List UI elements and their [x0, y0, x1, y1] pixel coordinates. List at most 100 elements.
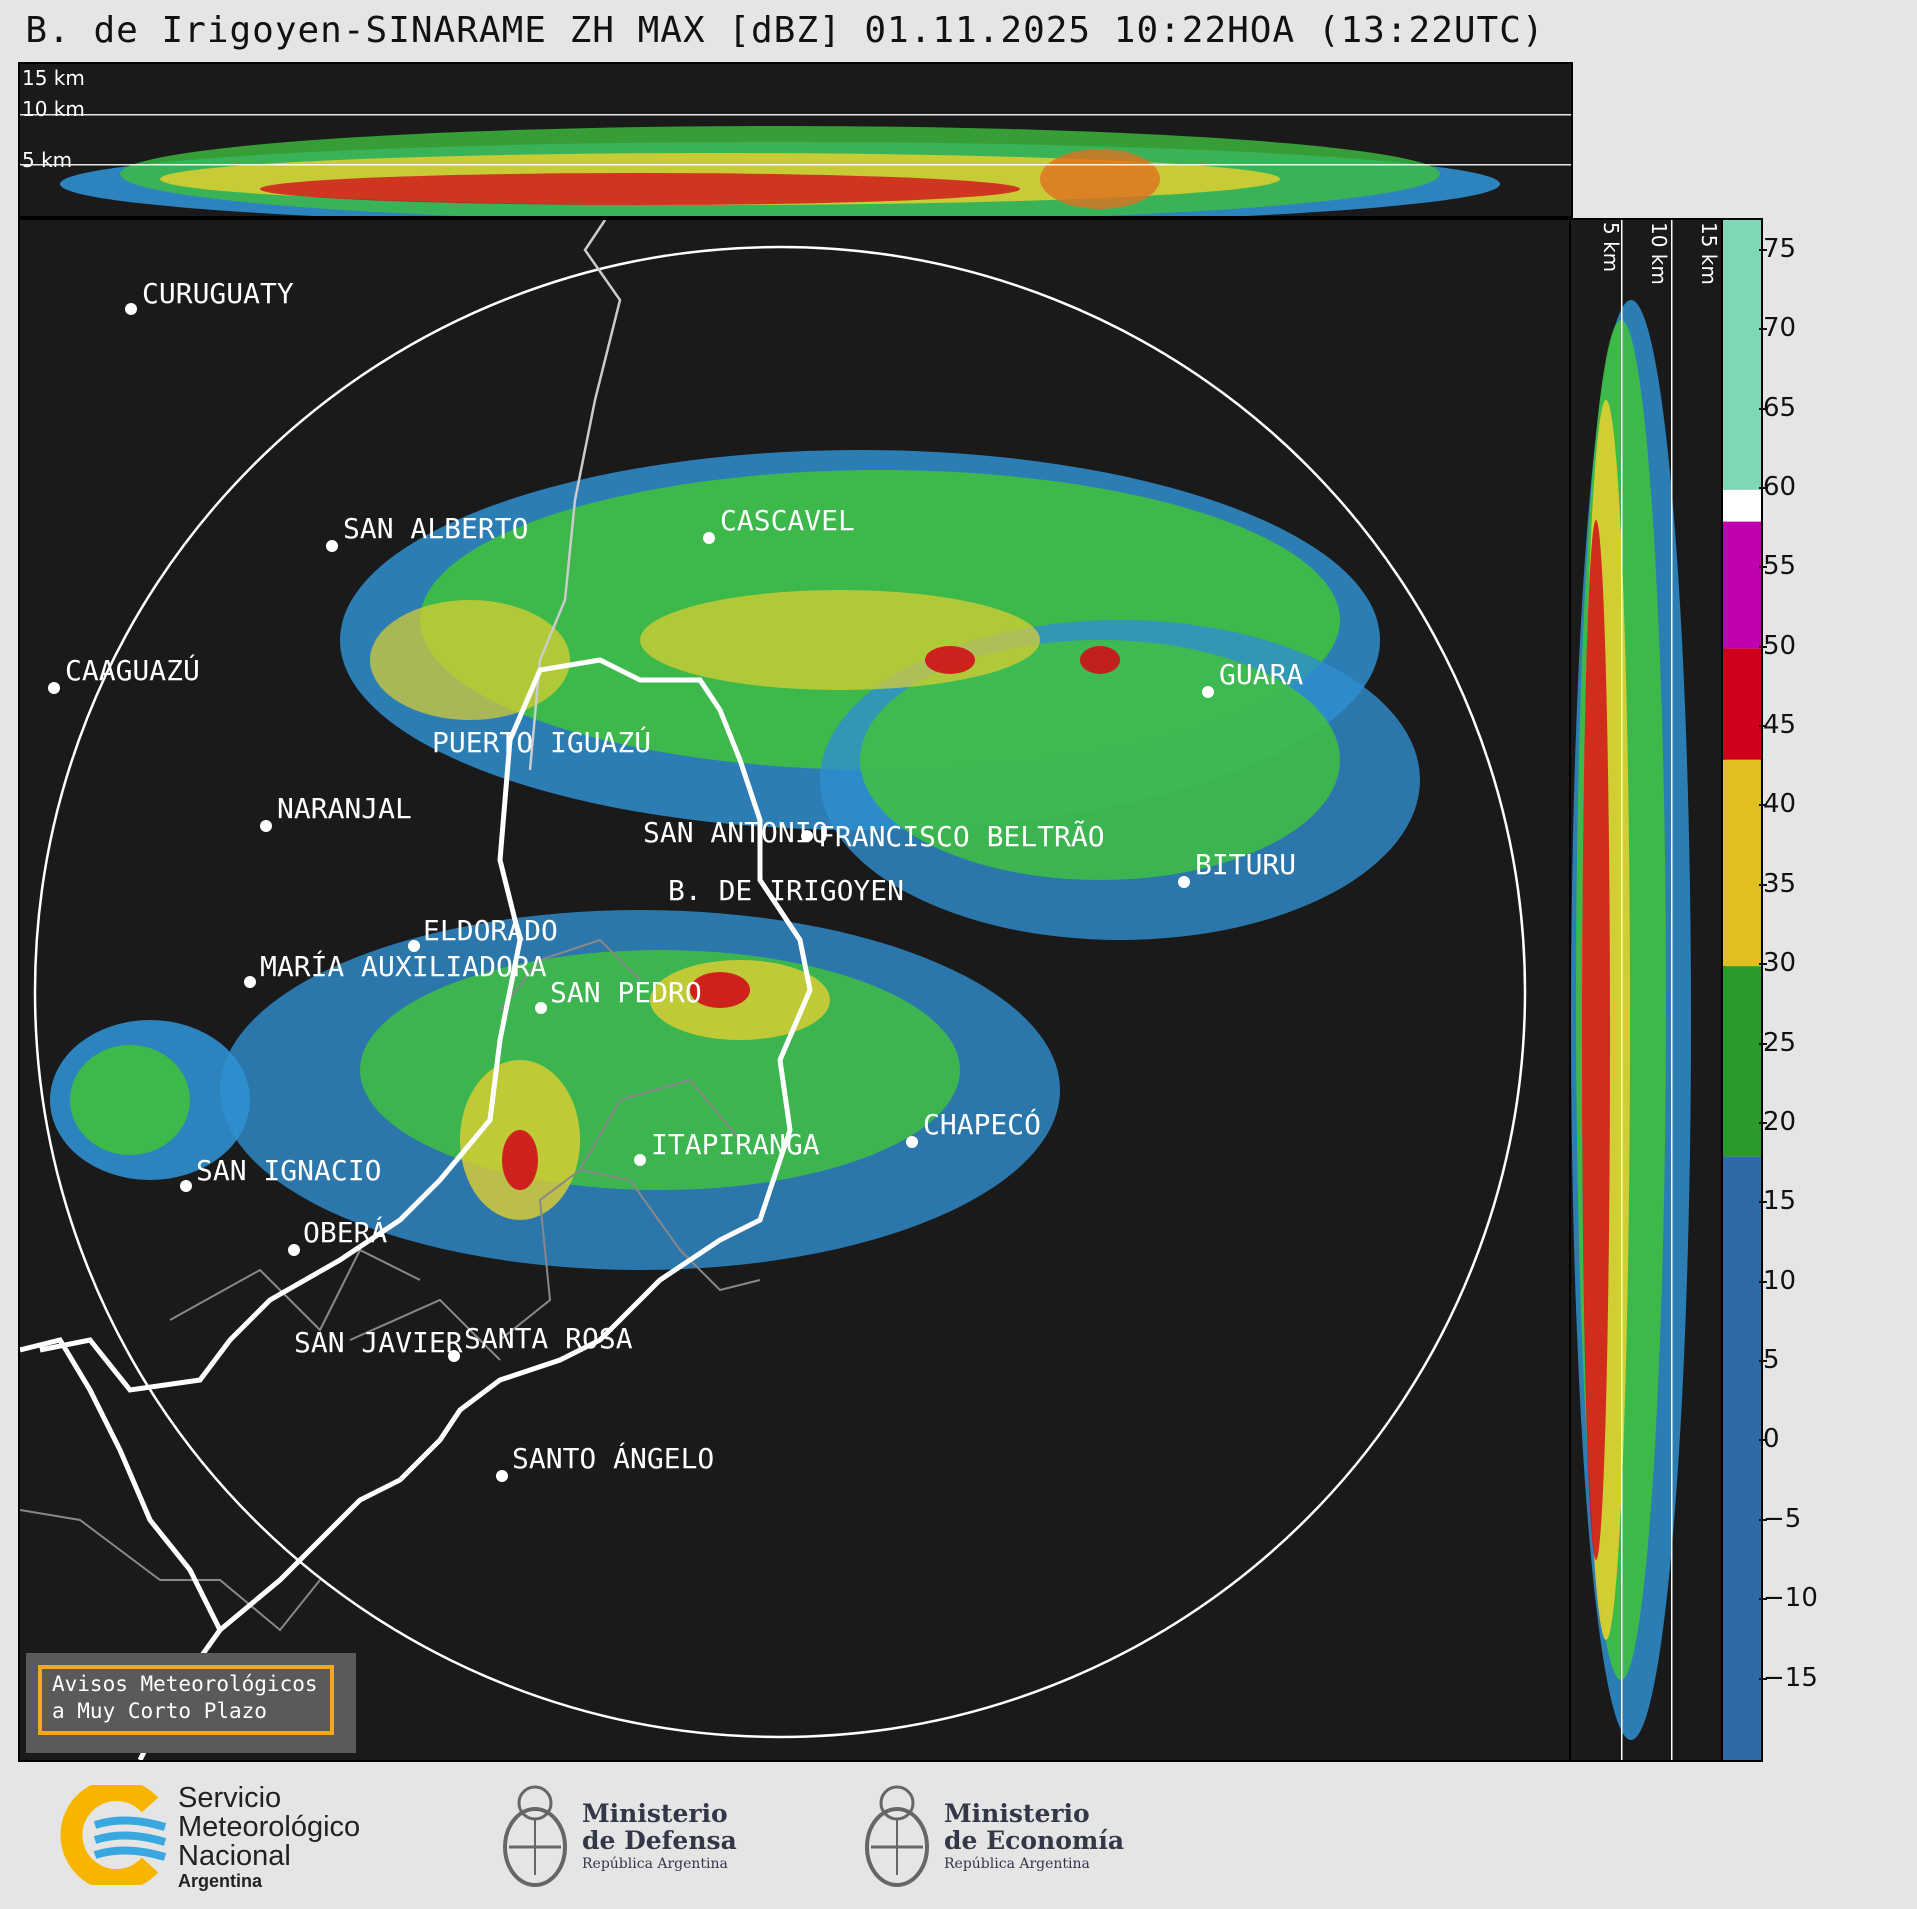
- notice-line-2: a Muy Corto Plazo: [52, 1699, 267, 1723]
- city-dot-maria-auxiliadora: [244, 976, 256, 988]
- colorbar-tick-mark: [1759, 804, 1767, 807]
- city-dot-naranjal: [260, 820, 272, 832]
- smn-line-2: Meteorológico: [178, 1811, 361, 1843]
- city-label-guara: GUARA: [1219, 658, 1304, 691]
- paraguay-brazil-border: [528, 220, 622, 771]
- side-altitude-label-10: 10 km: [1647, 222, 1671, 285]
- defensa-line-2: de Defensa: [582, 1826, 737, 1855]
- city-dot-san-pedro: [535, 1002, 547, 1014]
- colorbar-tick-mark: [1759, 1360, 1767, 1363]
- defensa-line-3: República Argentina: [582, 1856, 728, 1872]
- colorbar-tick-mark: [1759, 645, 1767, 648]
- city-dot-santa-rosa: [448, 1350, 460, 1362]
- city-dot-francisco-beltrao: [801, 830, 813, 842]
- colorbar-tick-mark: [1759, 407, 1767, 410]
- colorbar-tick-label: 0: [1763, 1424, 1780, 1455]
- city-label-itapiranga: ITAPIRANGA: [651, 1128, 820, 1161]
- side-cross-section-echoes: [1571, 220, 1691, 1760]
- smn-line-1: Servicio: [178, 1782, 282, 1814]
- city-dot-san-ignacio: [180, 1180, 192, 1192]
- city-label-san-javier: SAN JAVIER: [294, 1326, 463, 1359]
- side-altitude-label-15: 15 km: [1697, 222, 1721, 285]
- colorbar-band: [1723, 220, 1761, 490]
- colorbar-tick-label: 60: [1763, 471, 1797, 502]
- city-label-maria-auxiliadora: MARÍA AUXILIADORA: [260, 950, 547, 983]
- colorbar-tick-mark: [1759, 1280, 1767, 1283]
- colorbar-band: [1723, 648, 1761, 760]
- city-label-puerto-iguazu: PUERTO IGUAZÚ: [432, 726, 652, 759]
- city-dot-san-alberto: [326, 540, 338, 552]
- colorbar-tick-mark: [1759, 328, 1767, 331]
- city-dot-obera: [288, 1244, 300, 1256]
- economia-line-2: de Economía: [944, 1826, 1125, 1855]
- colorbar-tick-label: 70: [1763, 313, 1797, 344]
- city-label-san-pedro: SAN PEDRO: [550, 976, 702, 1009]
- city-label-san-alberto: SAN ALBERTO: [343, 512, 529, 545]
- colorbar-tick-label: 40: [1763, 789, 1797, 820]
- city-label-eldorado: ELDORADO: [423, 914, 558, 947]
- notice-line-1: Avisos Meteorológicos: [52, 1672, 318, 1696]
- colorbar-tick-mark: [1759, 1201, 1767, 1204]
- top-cross-section-echoes: [20, 114, 1571, 216]
- top-altitude-label-10: 10 km: [22, 97, 85, 121]
- colorbar-tick-label: 45: [1763, 710, 1797, 741]
- argentina-coat-of-arms-icon: [865, 1785, 929, 1887]
- city-dot-eldorado: [408, 940, 420, 952]
- economia-logo-text: Ministerio de Economía República Argenti…: [944, 1800, 1124, 1874]
- altitude-line-5km: [20, 164, 1571, 166]
- colorbar-tick-label: 55: [1763, 551, 1797, 582]
- city-dot-itapiranga: [634, 1154, 646, 1166]
- colorbar-tick-label: 50: [1763, 630, 1797, 661]
- city-dot-caaguazu: [48, 682, 60, 694]
- city-label-curuguaty: CURUGUATY: [142, 277, 294, 310]
- colorbar-tick-mark: [1759, 1677, 1767, 1680]
- colorbar-tick-mark: [1759, 1598, 1767, 1601]
- colorbar-tick-label: 10: [1763, 1265, 1797, 1296]
- colorbar-band: [1723, 966, 1761, 1157]
- city-label-san-antonio: SAN ANTONIO: [643, 816, 829, 849]
- smn-line-4: Argentina: [178, 1871, 263, 1891]
- city-label-chapeco: CHAPECÓ: [923, 1108, 1042, 1141]
- colorbar: [1721, 218, 1763, 1762]
- colorbar-tick-mark: [1759, 963, 1767, 966]
- colorbar-band: [1723, 759, 1761, 967]
- city-label-santa-rosa: SANTA ROSA: [464, 1322, 633, 1355]
- argentina-coat-of-arms-icon: [503, 1785, 567, 1887]
- city-dot-chapeco: [906, 1136, 918, 1148]
- defensa-line-1: Ministerio: [582, 1799, 728, 1828]
- colorbar-tick-label: −15: [1763, 1662, 1818, 1693]
- province-borders: [20, 938, 761, 1632]
- notice-box: Avisos Meteorológicos a Muy Corto Plazo: [26, 1653, 356, 1753]
- smn-logo-text: Servicio Meteorológico Nacional Argentin…: [178, 1782, 361, 1892]
- smn-line-3: Nacional: [178, 1840, 291, 1872]
- colorbar-tick-label: 65: [1763, 392, 1797, 423]
- colorbar-tick-label: 15: [1763, 1186, 1797, 1217]
- radar-echoes: [50, 450, 1420, 1270]
- colorbar-tick-label: 75: [1763, 233, 1797, 264]
- colorbar-tick-label: −5: [1763, 1503, 1802, 1534]
- city-dot-curuguaty: [125, 303, 137, 315]
- colorbar-tick-label: 35: [1763, 868, 1797, 899]
- city-dot-santo-angelo: [496, 1470, 508, 1482]
- altitude-line-10km: [20, 114, 1571, 116]
- defensa-logo-text: Ministerio de Defensa República Argentin…: [582, 1800, 737, 1874]
- city-label-cascavel: CASCAVEL: [720, 504, 855, 537]
- city-dot-guara: [1202, 686, 1214, 698]
- colorbar-tick-mark: [1759, 566, 1767, 569]
- colorbar-band: [1723, 1156, 1761, 1760]
- colorbar-tick-mark: [1759, 248, 1767, 251]
- economia-line-1: Ministerio: [944, 1799, 1090, 1828]
- radar-map-panel: CURUGUATY SAN ALBERTO CASCAVEL CAAGUAZÚ …: [18, 218, 1573, 1762]
- city-label-naranjal: NARANJAL: [277, 792, 412, 825]
- colorbar-band: [1723, 521, 1761, 649]
- city-label-san-ignacio: SAN IGNACIO: [196, 1154, 382, 1187]
- colorbar-tick-label: 20: [1763, 1106, 1797, 1137]
- page-title: B. de Irigoyen-SINARAME ZH MAX [dBZ] 01.…: [25, 10, 1545, 51]
- city-label-b-de-irigoyen: B. DE IRIGOYEN: [668, 874, 905, 907]
- colorbar-tick-mark: [1759, 883, 1767, 886]
- colorbar-band: [1723, 489, 1761, 522]
- city-label-obera: OBERÁ: [303, 1216, 388, 1249]
- city-label-santo-angelo: SANTO ÁNGELO: [512, 1442, 715, 1475]
- colorbar-tick-mark: [1759, 1121, 1767, 1124]
- city-label-bituru: BITURU: [1195, 848, 1297, 881]
